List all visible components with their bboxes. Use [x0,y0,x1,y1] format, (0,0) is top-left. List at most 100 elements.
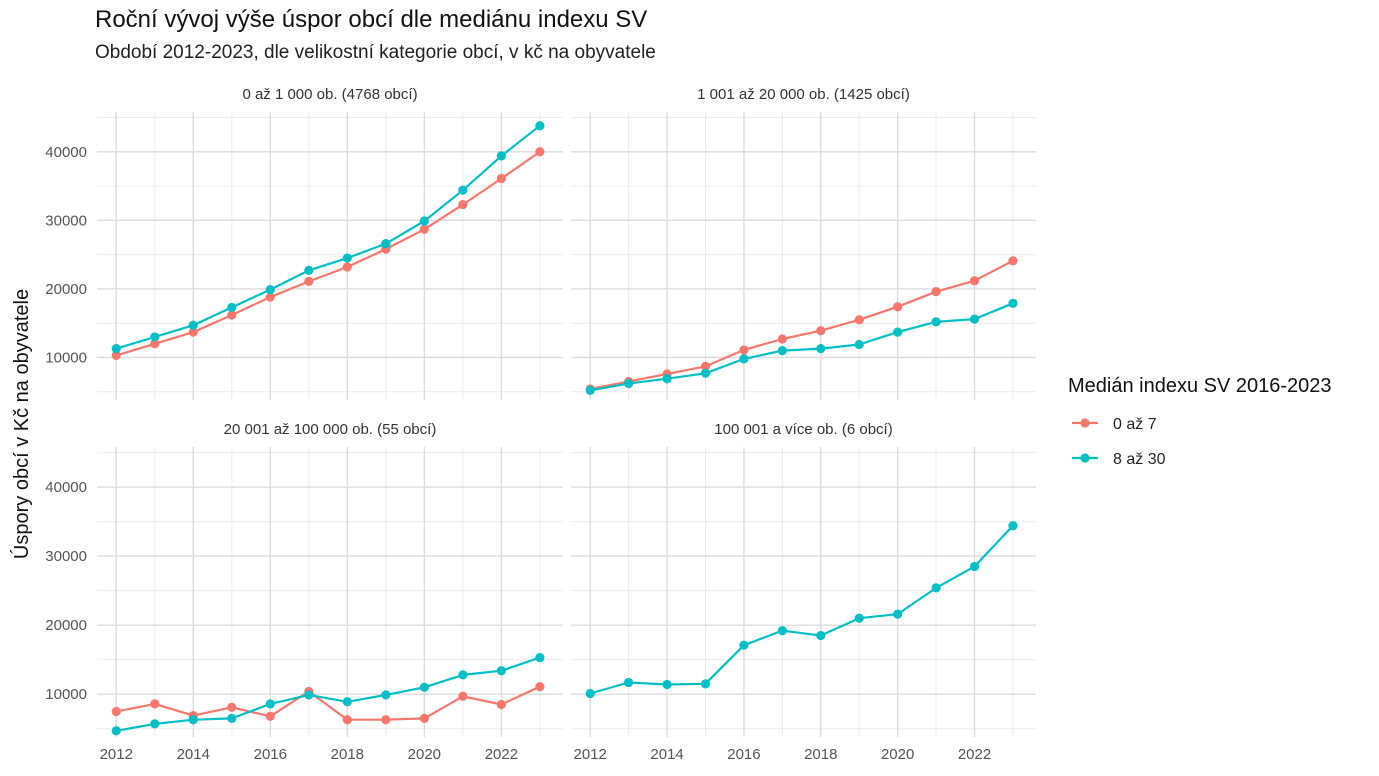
data-point [816,343,826,354]
data-point [893,609,903,619]
y-tick-label: 20000 [45,617,87,634]
data-point [227,310,237,320]
data-point [381,690,391,700]
data-point [1008,256,1018,266]
data-point [496,151,506,161]
y-tick-label: 10000 [45,349,87,366]
data-point [150,699,160,709]
data-point [585,688,595,699]
data-point [458,670,468,680]
chart-title: Roční vývoj výše úspor obcí dle mediánu … [95,6,648,33]
data-point [227,302,237,313]
data-point [150,332,160,342]
chart-subtitle: Období 2012-2023, dle velikostní kategor… [95,42,656,63]
data-point [304,276,314,286]
y-tick-label: 40000 [45,479,87,496]
data-point [662,374,672,384]
data-point [739,640,749,650]
data-point [227,702,237,712]
data-point [265,285,275,295]
data-point [739,345,749,355]
data-point [111,343,121,354]
data-point [419,682,429,692]
data-point [304,690,314,700]
series-line [589,259,1014,391]
x-tick-label: 2014 [650,746,683,763]
data-point [381,239,391,249]
data-point [816,326,826,336]
data-point [700,679,711,689]
data-point [969,314,980,324]
panel-title: 20 001 až 100 000 ob. (55 obcí) [224,421,437,438]
data-point [419,216,429,226]
legend-key-point [1080,453,1090,463]
data-point [227,713,237,723]
data-point [342,262,352,272]
data-point [893,302,903,312]
data-point [777,346,787,356]
data-point [458,691,468,701]
series-line [115,150,541,357]
data-point [111,726,121,736]
data-point [624,677,634,688]
data-point [535,147,545,157]
data-point [496,699,506,710]
data-point [624,378,634,389]
data-point [854,613,864,623]
data-point [662,679,672,690]
x-tick-label: 2022 [958,746,991,763]
legend-label: 8 až 30 [1113,451,1166,468]
x-tick-label: 2018 [331,746,364,763]
data-point [1008,521,1018,531]
x-tick-label: 2016 [254,746,287,763]
x-tick-label: 2020 [408,746,441,763]
x-tick-label: 2012 [100,746,133,763]
data-point [111,350,121,361]
legend-key-point [1080,418,1090,428]
data-point [304,265,314,275]
data-point [777,626,787,636]
data-point [458,185,468,195]
data-point [535,652,545,663]
series-line [116,685,541,721]
y-tick-label: 20000 [45,281,87,298]
data-point [1008,298,1018,308]
data-point [700,361,711,371]
x-tick-label: 2022 [485,746,518,763]
data-point [535,681,545,692]
data-point [816,630,826,641]
x-tick-label: 2020 [881,746,914,763]
series-line [589,524,1014,695]
data-point [188,327,198,337]
data-point [419,713,429,723]
data-point [496,666,506,676]
data-point [535,121,545,131]
data-point [496,173,506,184]
data-point [381,715,391,725]
series-line [115,124,541,350]
data-point [931,287,941,297]
series-line [116,656,541,732]
legend-title: Medián indexu SV 2016-2023 [1068,375,1332,397]
data-point [342,697,352,707]
data-point [458,199,468,210]
data-point [854,339,864,350]
data-point [931,583,941,593]
data-point [265,711,275,721]
panel-title: 1 001 až 20 000 ob. (1425 obcí) [697,86,910,103]
data-point [111,706,121,717]
data-point [854,315,864,325]
x-tick-label: 2016 [727,746,760,763]
data-point [739,354,749,364]
data-point [585,385,595,395]
panel-title: 100 001 a více ob. (6 obcí) [714,421,892,438]
panel-title: 0 až 1 000 ob. (4768 obcí) [242,86,417,103]
data-point [150,339,160,349]
legend-label: 0 až 7 [1113,416,1157,433]
series-line [590,302,1014,392]
data-point [342,715,352,725]
data-point [265,699,275,709]
x-tick-label: 2012 [574,746,607,763]
data-point [931,317,941,327]
data-point [969,561,980,572]
